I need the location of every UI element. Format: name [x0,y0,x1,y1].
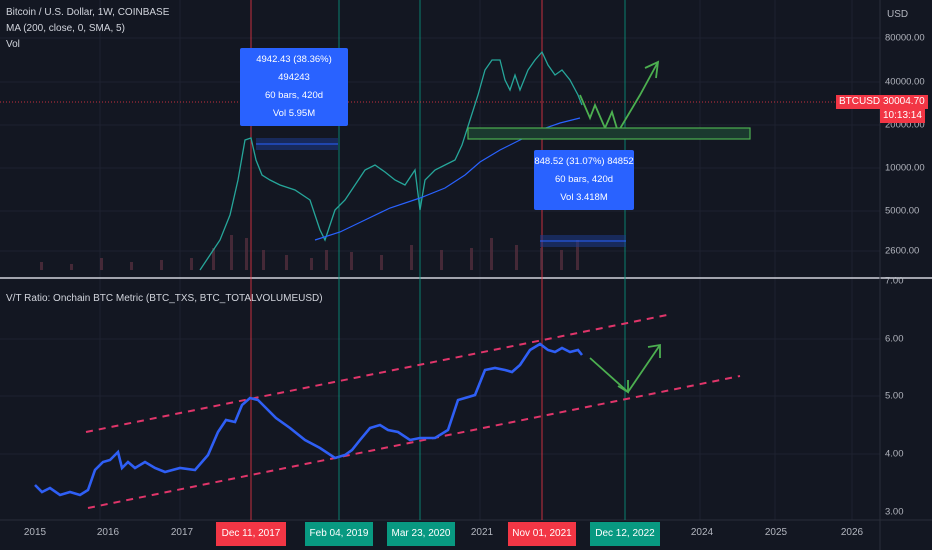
bar-countdown-badge: 10:13:14 [880,109,925,123]
measure-2021-bars: 60 bars, 420d [554,174,614,185]
symbol-badge: BTCUSD [836,95,884,109]
indicator-tick: 4.00 [885,448,904,460]
measure-2017-bars: 60 bars, 420d [264,90,324,101]
symbol-title[interactable]: Bitcoin / U.S. Dollar, 1W, COINBASE [6,7,170,18]
vt-ratio-line [34,342,584,497]
measure-2021-volume: Vol 3.418M [560,192,608,203]
time-tick: 2016 [96,527,120,538]
measure-2021-change: 848.52 (31.07%) 84852 [534,156,634,167]
date-marker-mar-2020[interactable]: Mar 23, 2020 [387,522,455,546]
price-series [199,50,583,271]
time-tick: 2015 [23,527,47,538]
price-tick: 20000.00 [885,119,925,131]
support-zone [467,127,751,140]
currency-label: USD [887,9,909,20]
date-marker-feb-2019[interactable]: Feb 04, 2019 [305,522,373,546]
date-marker-dec-2017[interactable]: Dec 11, 2017 [216,522,286,546]
price-tick: 5000.00 [885,205,920,217]
indicator-tick: 5.00 [885,390,904,402]
measure-2017-volume: Vol 5.95M [272,108,316,119]
price-tick: 2600.00 [885,245,920,257]
time-tick: 2024 [690,527,714,538]
time-tick: 2017 [170,527,194,538]
price-tick: 80000.00 [885,32,925,44]
channel-lower [87,375,741,509]
last-price-badge: 30004.70 [880,95,928,109]
measure-2017-change: 4942.43 (38.36%) 494243 [256,54,332,83]
volume-bars [40,235,579,270]
time-tick: 2025 [764,527,788,538]
measure-tooltip-2021[interactable]: 848.52 (31.07%) 84852 60 bars, 420d Vol … [534,150,634,210]
date-marker-nov-2021[interactable]: Nov 01, 2021 [508,522,576,546]
measure-tooltip-2017[interactable]: 4942.43 (38.36%) 494243 60 bars, 420d Vo… [240,48,348,126]
price-tick: 40000.00 [885,76,925,88]
vt-ratio-indicator-label[interactable]: V/T Ratio: Onchain BTC Metric (BTC_TXS, … [6,293,323,304]
price-projection-arrow [579,61,659,135]
channel-upper [85,313,673,433]
date-marker-dec-2022[interactable]: Dec 12, 2022 [590,522,660,546]
price-tick: 10000.00 [885,162,925,174]
ma-indicator-label[interactable]: MA (200, close, 0, SMA, 5) [6,23,125,34]
indicator-tick: 3.00 [885,506,904,518]
time-tick: 2021 [470,527,494,538]
volume-indicator-label[interactable]: Vol [6,39,20,50]
indicator-tick: 7.00 [885,275,904,287]
time-tick: 2026 [840,527,864,538]
indicator-tick: 6.00 [885,333,904,345]
